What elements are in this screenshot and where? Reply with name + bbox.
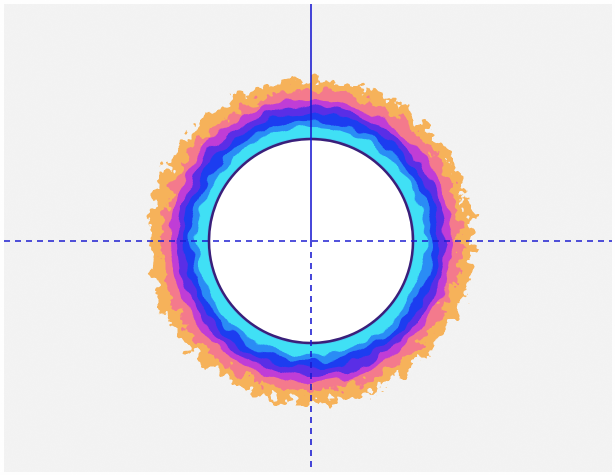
page-body: (() => { const data = JSON.parse(documen… xyxy=(0,0,615,475)
ring-image xyxy=(0,0,615,475)
page: {} html, body { margin: 0; padding: 0; w… xyxy=(0,0,615,475)
